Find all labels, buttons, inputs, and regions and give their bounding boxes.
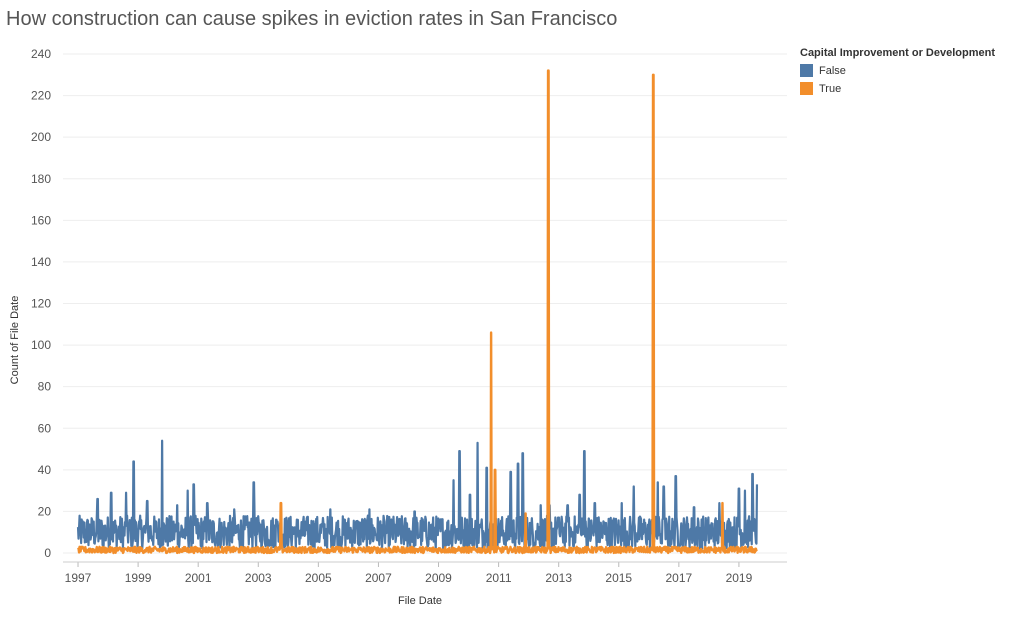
legend-title: Capital Improvement or Development — [800, 47, 995, 59]
y-tick-label: 100 — [31, 338, 51, 352]
legend-item-false[interactable]: False — [800, 64, 995, 77]
x-tick-label: 2007 — [365, 571, 392, 585]
chart-title: How construction can cause spikes in evi… — [6, 8, 618, 30]
y-tick-label: 40 — [38, 463, 52, 477]
y-axis-ticks: 0 20 40 60 80 100 120 140 160 180 200 220 240 — [31, 47, 51, 560]
series-line-false — [76, 439, 759, 550]
y-tick-label: 120 — [31, 297, 51, 311]
y-axis-label: Count of File Date — [9, 295, 21, 385]
legend-swatch-true — [800, 82, 813, 95]
legend-swatch-false — [800, 64, 813, 77]
gridlines — [63, 53, 787, 554]
series-line-true — [77, 69, 758, 555]
x-tick-label: 2009 — [425, 571, 452, 585]
legend: Capital Improvement or Development False… — [800, 47, 995, 95]
x-tick-label: 2017 — [665, 571, 692, 585]
x-tick-label: 2019 — [726, 571, 753, 585]
y-tick-label: 220 — [31, 89, 51, 103]
y-tick-label: 0 — [44, 546, 51, 560]
y-tick-label: 80 — [38, 380, 52, 394]
legend-item-true[interactable]: True — [800, 82, 995, 95]
x-tick-label: 2011 — [486, 571, 512, 585]
x-axis-ticks: 1997 1999 2001 2003 2005 2007 2009 2011 2013 2015… — [65, 562, 753, 585]
y-tick-label: 240 — [31, 47, 51, 61]
y-tick-label: 160 — [31, 213, 51, 227]
x-tick-label: 2005 — [305, 571, 332, 585]
x-tick-label: 2013 — [545, 571, 572, 585]
y-tick-label: 180 — [31, 172, 51, 186]
y-tick-label: 20 — [38, 504, 52, 518]
x-tick-label: 2003 — [245, 571, 272, 585]
x-tick-label: 1999 — [125, 571, 152, 585]
legend-label-false: False — [819, 64, 846, 77]
legend-label-true: True — [819, 82, 842, 95]
x-tick-label: 1997 — [65, 571, 92, 585]
y-tick-label: 140 — [31, 255, 51, 269]
y-tick-label: 60 — [38, 421, 52, 435]
series-lines — [76, 69, 759, 555]
x-tick-label: 2001 — [185, 571, 212, 585]
x-axis-label: File Date — [398, 595, 443, 607]
y-tick-label: 200 — [31, 130, 51, 144]
x-tick-label: 2015 — [605, 571, 632, 585]
